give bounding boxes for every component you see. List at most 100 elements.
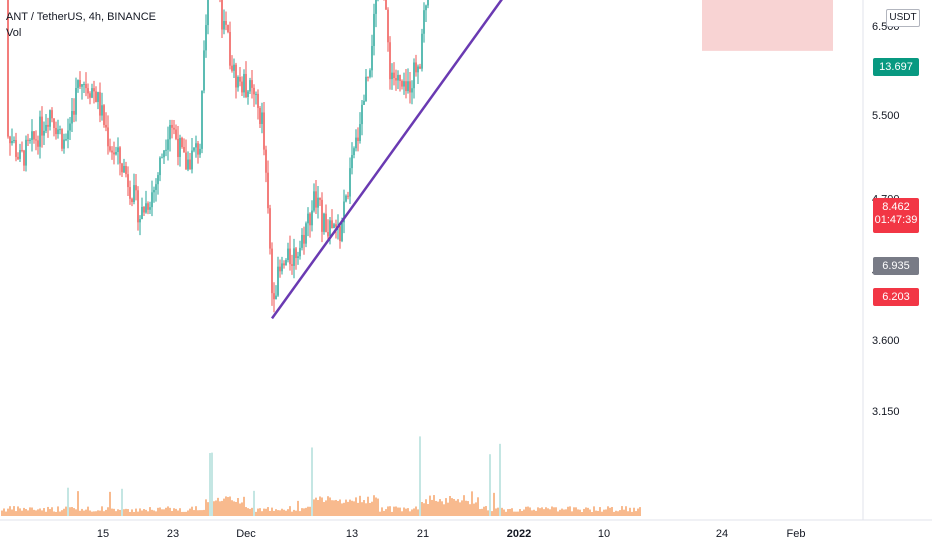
candle-body <box>241 81 243 93</box>
volume-bar <box>449 496 451 516</box>
volume-bar <box>351 500 353 516</box>
volume-bar <box>377 498 379 516</box>
volume-bar <box>211 452 213 516</box>
candle-body <box>143 206 145 213</box>
volume-bar <box>335 499 337 516</box>
volume-bar <box>387 506 389 516</box>
volume-bar <box>491 511 493 516</box>
time-axis[interactable]: 15 23 Dec 13 21 2022 10 24 Feb <box>97 528 806 540</box>
candle-body <box>267 172 269 209</box>
candle-body <box>365 76 367 101</box>
volume-bar <box>129 511 131 516</box>
current-price-tag: 8.462 01:47:39 <box>873 198 919 233</box>
volume-bar <box>315 497 317 516</box>
candle-body <box>59 129 61 131</box>
candle-body <box>311 210 313 226</box>
volume-bar <box>559 509 561 516</box>
candle-body <box>51 110 53 119</box>
volume-bar <box>405 508 407 516</box>
candle-body <box>333 224 335 229</box>
candle-body <box>191 150 193 170</box>
time-tick-label: 2022 <box>507 528 531 540</box>
volume-bar <box>143 509 145 516</box>
volume-bar <box>489 454 491 516</box>
volume-bar <box>569 506 571 516</box>
volume-bar <box>421 502 423 516</box>
candle-body <box>249 80 251 92</box>
volume-bar <box>479 509 481 516</box>
candle-body <box>81 84 83 87</box>
volume-bar <box>29 507 31 516</box>
candle-body <box>285 260 287 266</box>
volume-bar <box>529 507 531 516</box>
candle-body <box>171 124 173 128</box>
volume-bar <box>171 510 173 516</box>
volume-bar <box>355 497 357 516</box>
volume-bar <box>189 508 191 516</box>
volume-bar <box>313 499 315 516</box>
candle-body <box>307 213 309 224</box>
volume-bar <box>91 511 93 516</box>
candle-body <box>203 50 205 91</box>
volume-bar <box>549 509 551 516</box>
symbol-title[interactable]: ANT / TetherUS, 4h, BINANCE <box>6 11 156 23</box>
volume-bar <box>533 509 535 516</box>
volume-bar <box>519 509 521 516</box>
volume-bar <box>465 500 467 516</box>
volume-bar <box>205 499 207 516</box>
candle-body <box>287 248 289 261</box>
volume-bar <box>289 506 291 516</box>
drawings[interactable] <box>0 0 729 320</box>
candle-body <box>29 139 31 141</box>
volume-bar <box>265 508 267 516</box>
candle-body <box>139 219 141 223</box>
volume-bar <box>235 501 237 516</box>
ascending-trendline[interactable] <box>270 0 636 320</box>
volume-bar <box>153 510 155 516</box>
candle-body <box>99 92 101 116</box>
volume-bar <box>207 502 209 516</box>
volume-bar <box>35 510 37 516</box>
volume-bar <box>595 510 597 516</box>
volume-bar <box>85 509 87 516</box>
volume-bar <box>165 507 167 516</box>
volume-bar <box>617 511 619 516</box>
volume-bar <box>535 510 537 516</box>
volume-bar <box>25 509 27 516</box>
candle-body <box>141 206 143 220</box>
currency-unit-button[interactable]: USDT <box>886 9 920 27</box>
candle-body <box>163 150 165 158</box>
volume-bar <box>379 511 381 516</box>
volume-bar <box>63 508 65 516</box>
candle-body <box>181 137 183 147</box>
candle-body <box>199 148 201 155</box>
volume-indicator-label[interactable]: Vol <box>6 27 22 39</box>
volume-bar <box>389 506 391 516</box>
candle-body <box>19 150 21 159</box>
volume-bar <box>203 509 205 516</box>
candle-body <box>275 295 277 300</box>
volume-bar <box>161 509 163 516</box>
volume-bar <box>249 508 251 516</box>
volume-bar <box>181 511 183 516</box>
volume-bar <box>55 511 57 516</box>
candle-body <box>13 140 15 142</box>
time-tick-label: Feb <box>787 528 806 540</box>
volume-bar <box>395 506 397 516</box>
target-price-tag: 13.697 <box>873 58 919 76</box>
volume-bar <box>301 508 303 516</box>
candle-body <box>169 124 171 140</box>
volume-bar <box>307 506 309 516</box>
volume-bar <box>115 511 117 516</box>
candle-body <box>201 90 203 149</box>
volume-bar <box>417 509 419 516</box>
candle-body <box>257 93 259 108</box>
candle-body <box>341 222 343 241</box>
candle-body <box>35 139 37 141</box>
price-tick-label: 3.600 <box>872 335 900 347</box>
loss-zone[interactable] <box>702 0 833 51</box>
candle-body <box>361 104 363 125</box>
volume-bar <box>137 511 139 516</box>
volume-bar <box>475 502 477 516</box>
